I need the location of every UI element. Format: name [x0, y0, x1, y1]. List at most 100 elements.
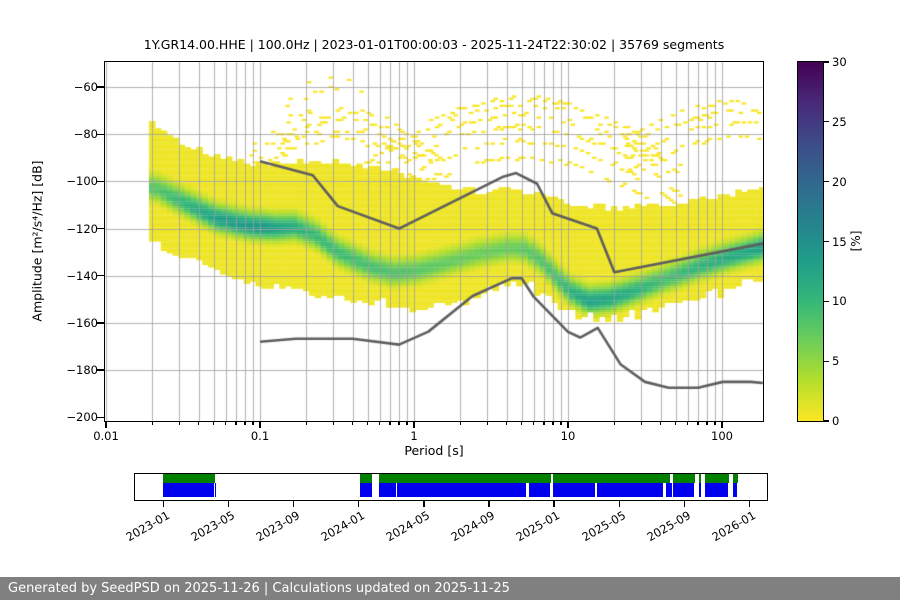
x-tick-mark: [706, 421, 708, 425]
availability-segment-green: [673, 474, 696, 483]
colorbar-tick-mark: [824, 61, 829, 63]
x-tick-mark: [178, 421, 181, 425]
availability-tick-mark: [553, 501, 555, 507]
availability-segment-blue: [162, 483, 214, 497]
x-tick-mark: [305, 421, 308, 425]
x-tick-mark: [413, 421, 415, 428]
x-tick-mark: [252, 421, 254, 425]
y-tick-label: −200: [66, 410, 98, 425]
colorbar-tick-label: 0: [832, 414, 840, 428]
x-tick-mark: [389, 421, 391, 425]
x-tick-mark: [560, 421, 562, 425]
colorbar-tick-label: 20: [832, 174, 847, 189]
x-tick-mark: [506, 421, 508, 425]
x-tick-label: 100: [711, 429, 733, 443]
availability-tick-mark: [227, 501, 230, 507]
availability-segment-green: [698, 474, 701, 483]
availability-date-label: 2023-09: [253, 508, 303, 545]
x-axis-label: Period [s]: [404, 443, 464, 458]
colorbar: [797, 61, 824, 422]
x-tick-mark: [640, 421, 643, 425]
x-tick-mark: [660, 421, 662, 425]
x-tick-mark: [198, 421, 200, 425]
x-tick-mark: [105, 421, 107, 428]
x-tick-label: 0.1: [250, 429, 270, 443]
x-tick-mark: [212, 421, 215, 425]
availability-segment-blue: [553, 483, 595, 497]
x-tick-label: 0.01: [93, 429, 119, 443]
colorbar-tick-label: 30: [832, 55, 847, 69]
availability-segment-blue: [359, 483, 372, 497]
footer-bar: Generated by SeedPSD on 2025-11-26 | Cal…: [0, 577, 900, 600]
x-tick-mark: [567, 421, 569, 428]
availability-date-label: 2026-01: [709, 508, 759, 545]
colorbar-tick-mark: [824, 360, 829, 362]
y-axis-label: Amplitude [m²/s⁴/Hz] [dB]: [29, 160, 45, 322]
availability-segment-blue: [705, 483, 729, 497]
x-tick-mark: [332, 421, 335, 425]
x-tick-mark: [687, 421, 689, 425]
availability-segment-blue: [673, 483, 695, 497]
availability-segment-blue: [215, 483, 217, 497]
x-tick-mark: [235, 421, 237, 425]
availability-date-label: 2024-05: [383, 508, 433, 545]
availability-segment-green: [733, 474, 739, 483]
y-tick-label: −100: [66, 174, 98, 189]
colorbar-tick-mark: [824, 420, 829, 422]
y-tick-mark: [97, 275, 104, 277]
x-tick-mark: [398, 421, 400, 425]
x-tick-mark: [613, 421, 616, 425]
y-tick-mark: [97, 369, 104, 371]
footer-text: Generated by SeedPSD on 2025-11-26 | Cal…: [8, 581, 510, 596]
x-tick-mark: [697, 421, 699, 425]
x-tick-mark: [552, 421, 554, 425]
colorbar-tick-label: 5: [832, 354, 840, 369]
colorbar-label: [%]: [849, 230, 863, 252]
availability-date-label: 2023-05: [188, 508, 237, 545]
availability-segment-green: [705, 474, 730, 483]
availability-segment-green: [359, 474, 372, 483]
colorbar-tick-mark: [824, 300, 829, 302]
y-tick-label: −60: [73, 80, 98, 94]
colorbar-tick-label: 15: [832, 234, 847, 249]
availability-segment-blue: [733, 483, 738, 497]
availability-tick-mark: [488, 501, 490, 507]
x-tick-mark: [520, 421, 523, 425]
x-tick-label: 10: [560, 429, 576, 443]
availability-segment-green: [162, 474, 215, 483]
availability-segment-green: [553, 474, 671, 483]
availability-segment-blue: [397, 483, 527, 497]
y-tick-mark: [97, 180, 104, 183]
availability-segment-blue: [529, 483, 550, 497]
availability-tick-mark: [749, 501, 751, 507]
x-tick-mark: [225, 421, 227, 425]
availability-segment-blue: [378, 483, 396, 497]
y-tick-mark: [97, 416, 104, 418]
availability-tick-mark: [618, 501, 620, 507]
availability-date-label: 2024-09: [448, 508, 498, 545]
x-tick-mark: [543, 421, 545, 425]
y-tick-label: −80: [73, 127, 98, 142]
availability-date-label: 2025-05: [578, 508, 628, 545]
x-tick-mark: [486, 421, 489, 425]
x-tick-mark: [714, 421, 716, 425]
availability-bar: [134, 473, 768, 501]
availability-tick-mark: [162, 501, 165, 507]
x-tick-mark: [366, 421, 369, 425]
ppsd-heatmap-canvas: [105, 62, 763, 421]
availability-date-label: 2025-09: [644, 508, 693, 545]
plot-area: [104, 61, 764, 422]
y-tick-mark: [97, 227, 104, 230]
availability-date-label: 2024-01: [318, 508, 368, 545]
x-tick-mark: [533, 421, 535, 425]
x-tick-label: 1: [410, 429, 418, 443]
availability-segment-blue: [596, 483, 664, 497]
x-tick-mark: [406, 421, 408, 425]
y-tick-label: −180: [66, 363, 98, 378]
y-tick-mark: [97, 322, 104, 324]
y-tick-mark: [97, 133, 104, 135]
x-tick-mark: [352, 421, 354, 425]
y-tick-mark: [97, 86, 104, 88]
colorbar-tick-mark: [824, 181, 829, 183]
